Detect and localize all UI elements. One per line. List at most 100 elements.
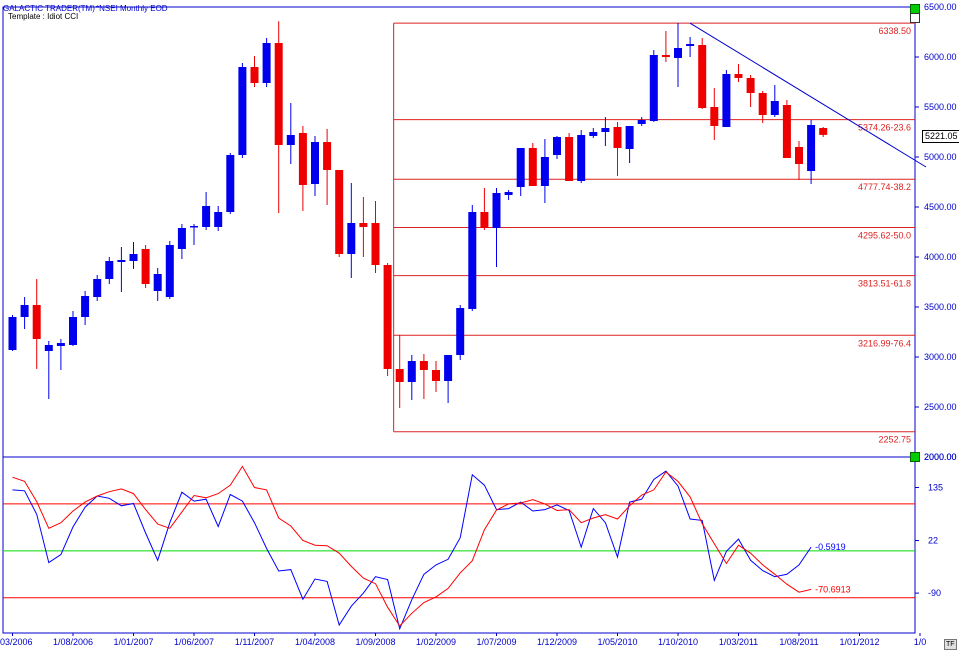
cci-panel: -0.5919 -70.6913 bbox=[3, 465, 915, 631]
time-tick-label: 1/01/2007 bbox=[113, 637, 153, 647]
candle-body bbox=[819, 128, 828, 135]
price-tick-label: 3500.00 bbox=[924, 302, 957, 312]
panel-marker-bottom[interactable] bbox=[910, 452, 920, 462]
candle-body bbox=[468, 212, 477, 309]
time-tick-label: 1/04/2008 bbox=[295, 637, 335, 647]
candle-body bbox=[770, 101, 779, 115]
candle-body bbox=[371, 223, 380, 265]
candle-body bbox=[661, 55, 670, 57]
time-tick-label: 1/10/2010 bbox=[658, 637, 698, 647]
time-tick-label: 1/02/2009 bbox=[416, 637, 456, 647]
time-tick-label: 1/09/2008 bbox=[355, 637, 395, 647]
price-tick-label: 2500.00 bbox=[924, 402, 957, 412]
candle-body bbox=[347, 223, 356, 254]
candle-body bbox=[613, 127, 622, 148]
price-tick-label: 2000.00 bbox=[924, 452, 957, 462]
candle-body bbox=[32, 305, 41, 339]
candle-body bbox=[81, 296, 90, 317]
candle-body bbox=[516, 148, 525, 187]
candle-body bbox=[311, 142, 319, 184]
candle-body bbox=[117, 260, 126, 262]
time-tick-label: 1/07/2009 bbox=[476, 637, 516, 647]
candle-body bbox=[153, 274, 162, 291]
candle-body bbox=[226, 155, 235, 212]
candle-body bbox=[577, 135, 586, 181]
candle-body bbox=[553, 137, 561, 155]
candle-body bbox=[492, 193, 501, 228]
candle-body bbox=[540, 157, 549, 186]
time-tick-label: 1/06/2007 bbox=[174, 637, 214, 647]
tf-button[interactable]: TF bbox=[944, 639, 957, 650]
candle-body bbox=[722, 74, 731, 127]
time-tick-label: 1/03/2011 bbox=[719, 637, 758, 647]
price-tick-label: 6500.00 bbox=[924, 2, 957, 12]
time-tick-label: 1/11/2007 bbox=[235, 637, 274, 647]
candle-body bbox=[323, 142, 332, 170]
candle-body bbox=[274, 43, 283, 145]
candle-body bbox=[105, 261, 114, 279]
time-tick-label: 1/12/2009 bbox=[537, 637, 577, 647]
candle-body bbox=[637, 120, 646, 124]
symbol-label: *NSEI Monthly EOD bbox=[96, 4, 168, 13]
candle-body bbox=[565, 137, 574, 181]
fib-label: 5374.26-23.6 bbox=[858, 123, 911, 133]
candle-body bbox=[8, 317, 17, 350]
candle-body bbox=[528, 148, 537, 186]
price-tick-label: 6000.00 bbox=[924, 52, 957, 62]
candle-body bbox=[698, 45, 707, 108]
candle-body bbox=[444, 355, 453, 381]
candle-body bbox=[335, 170, 344, 254]
trend-line bbox=[689, 22, 927, 168]
cci-series-line bbox=[12, 470, 812, 631]
candle-body bbox=[734, 74, 743, 78]
candle-body bbox=[214, 212, 223, 227]
candle-body bbox=[782, 105, 791, 158]
candle-body bbox=[202, 206, 211, 227]
candle-body bbox=[44, 345, 53, 351]
cci-tick-label: 135 bbox=[928, 483, 943, 493]
candle-body bbox=[649, 55, 658, 121]
price-tick-label: 3000.00 bbox=[924, 352, 957, 362]
candle-body bbox=[141, 249, 150, 284]
candle-body bbox=[456, 308, 465, 355]
time-tick-label: 1/03/2006 bbox=[0, 637, 33, 647]
candle-body bbox=[383, 265, 392, 369]
app-title: GALACTIC TRADER(TM) bbox=[3, 4, 95, 13]
cci-series-line bbox=[12, 465, 812, 627]
candle-body bbox=[286, 135, 295, 145]
chart-frame bbox=[2, 6, 916, 634]
time-axis: 1/03/2006 1/08/2006 1/01/2007 1/06/2007 1/11… bbox=[0, 633, 926, 647]
candle-body bbox=[432, 370, 440, 381]
template-label: Template : Idiot CCI bbox=[8, 12, 79, 21]
candlestick-series bbox=[8, 21, 828, 408]
time-tick-label: 1/05/2010 bbox=[597, 637, 637, 647]
fib-label: 6338.50 bbox=[878, 26, 911, 36]
candle-body bbox=[93, 279, 102, 297]
plot-border bbox=[2, 6, 916, 634]
candle-body bbox=[129, 254, 138, 261]
candle-body bbox=[395, 369, 404, 382]
candle-body bbox=[589, 132, 598, 136]
price-tick-label: 5000.00 bbox=[924, 152, 957, 162]
candle-body bbox=[238, 67, 247, 155]
candle-body bbox=[758, 93, 767, 115]
candle-body bbox=[807, 125, 816, 171]
time-tick-label: 1/0 bbox=[914, 637, 927, 647]
cci-axis: 2000.00 135 22 -90 bbox=[915, 452, 957, 598]
time-tick-label: 1/01/2012 bbox=[839, 637, 879, 647]
price-tick-label: 2000.00 bbox=[924, 452, 957, 462]
time-tick-label: 1/08/2006 bbox=[53, 637, 93, 647]
cci-tick-label: -90 bbox=[928, 588, 941, 598]
candle-body bbox=[625, 126, 634, 149]
candle-body bbox=[795, 147, 803, 164]
candle-body bbox=[298, 133, 307, 185]
candle-body bbox=[69, 317, 77, 345]
fib-label: 2252.75 bbox=[878, 435, 911, 445]
candle-body bbox=[250, 67, 259, 83]
cci-series-value: -70.6913 bbox=[815, 584, 851, 594]
candle-body bbox=[177, 228, 186, 249]
candle-body bbox=[746, 78, 755, 93]
candle-body bbox=[480, 212, 489, 228]
price-tick-label: 4000.00 bbox=[924, 252, 957, 262]
panel-toggle[interactable] bbox=[910, 13, 920, 23]
